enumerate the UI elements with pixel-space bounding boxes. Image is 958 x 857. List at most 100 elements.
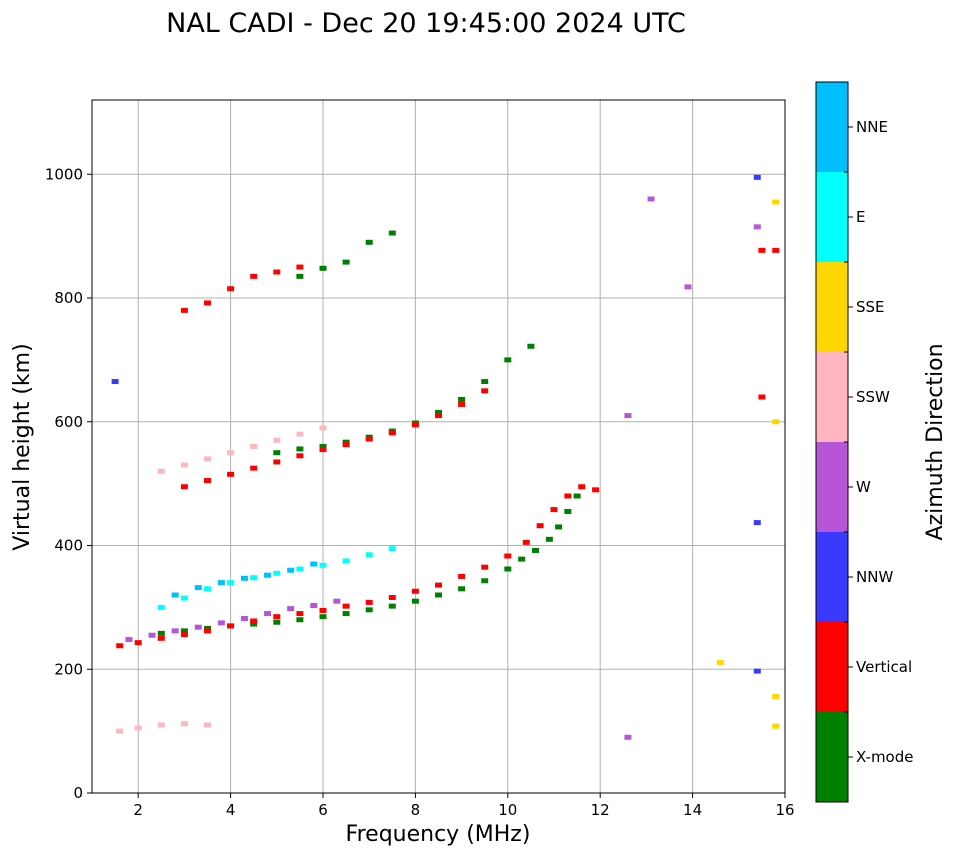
- colorbar-tick-label: W: [856, 478, 871, 496]
- trace-x-mode: [157, 493, 581, 636]
- data-point: [194, 585, 202, 591]
- data-point: [240, 616, 248, 622]
- data-point: [180, 628, 188, 634]
- data-point: [296, 264, 304, 270]
- data-point: [365, 607, 373, 613]
- data-point: [319, 614, 327, 620]
- data-point: [772, 723, 780, 729]
- data-point: [319, 447, 327, 453]
- data-point: [296, 273, 304, 279]
- data-point: [157, 468, 165, 474]
- plot-area-frame: [91, 99, 786, 794]
- data-point: [365, 599, 373, 605]
- data-point: [772, 247, 780, 253]
- data-point: [458, 401, 466, 407]
- data-point: [296, 453, 304, 459]
- data-point: [753, 668, 761, 674]
- colorbar-tick-label: NNE: [856, 118, 888, 136]
- data-point: [148, 632, 156, 638]
- data-point: [204, 478, 211, 484]
- colorbar-swatch: [816, 712, 848, 802]
- colorbar-tick-label: NNW: [856, 568, 893, 586]
- data-point: [684, 284, 692, 290]
- x-axis-ticks: 2 4 6 8 10 12 14 16: [133, 793, 795, 819]
- data-point: [250, 621, 258, 627]
- data-point: [204, 628, 211, 634]
- data-point: [527, 343, 535, 349]
- data-point: [264, 572, 272, 578]
- data-point: [758, 247, 766, 253]
- data-point: [365, 239, 373, 245]
- trace-vertical: [758, 247, 780, 400]
- data-point: [504, 553, 512, 559]
- data-point: [753, 520, 761, 526]
- colorbar-swatch: [816, 532, 848, 622]
- data-point: [180, 307, 188, 313]
- colorbar-swatch: [816, 172, 848, 262]
- y-tick-label: 400: [54, 537, 83, 555]
- data-point: [287, 567, 295, 573]
- data-point: [481, 388, 489, 394]
- data-point: [758, 394, 766, 400]
- data-point: [204, 456, 211, 462]
- trace-w: [624, 196, 761, 740]
- colorbar-swatch: [816, 622, 848, 712]
- data-point: [273, 450, 281, 456]
- trace-ssw: [116, 721, 211, 734]
- data-point: [411, 598, 419, 604]
- colorbar-label: Azimuth Direction: [923, 343, 948, 540]
- data-point: [194, 624, 202, 630]
- colorbar-tick-label: Vertical: [856, 658, 912, 676]
- data-point: [319, 444, 327, 449]
- data-point: [647, 196, 655, 202]
- data-point: [388, 546, 396, 552]
- data-point: [545, 536, 553, 542]
- data-point: [250, 618, 258, 624]
- x-tick-label: 10: [498, 801, 517, 819]
- data-point: [388, 430, 396, 436]
- data-point: [273, 614, 281, 620]
- data-point: [273, 459, 281, 465]
- data-point: [310, 561, 318, 567]
- data-point: [134, 725, 142, 731]
- data-point: [388, 230, 396, 236]
- trace-ssw: [157, 425, 327, 474]
- data-point: [116, 643, 124, 649]
- data-point: [388, 594, 396, 600]
- data-point: [319, 425, 327, 431]
- data-point: [342, 603, 350, 609]
- data-point: [296, 617, 304, 623]
- data-point: [227, 450, 235, 456]
- x-tick-label: 8: [411, 801, 421, 819]
- data-point: [716, 659, 724, 665]
- data-points: [111, 174, 780, 740]
- y-tick-label: 200: [54, 660, 83, 678]
- data-point: [564, 493, 572, 499]
- data-point: [204, 722, 211, 728]
- trace-vertical: [116, 484, 600, 649]
- data-point: [772, 199, 780, 205]
- data-point: [180, 484, 188, 490]
- data-point: [180, 632, 188, 638]
- data-point: [411, 588, 419, 594]
- colorbar-swatch: [816, 442, 848, 532]
- data-point: [592, 487, 600, 493]
- data-point: [564, 508, 572, 514]
- data-point: [319, 607, 327, 613]
- data-point: [250, 273, 258, 279]
- data-point: [287, 606, 295, 612]
- data-point: [481, 379, 489, 385]
- x-tick-label: 12: [591, 801, 610, 819]
- data-point: [157, 635, 165, 641]
- data-point: [753, 174, 761, 180]
- data-point: [171, 592, 179, 598]
- data-point: [435, 592, 442, 598]
- data-point: [273, 619, 281, 625]
- data-point: [342, 611, 350, 617]
- y-axis-label: Virtual height (km): [10, 343, 35, 550]
- colorbar-frame: [815, 81, 849, 803]
- data-point: [180, 721, 188, 727]
- data-point: [458, 396, 466, 402]
- data-point: [264, 611, 272, 617]
